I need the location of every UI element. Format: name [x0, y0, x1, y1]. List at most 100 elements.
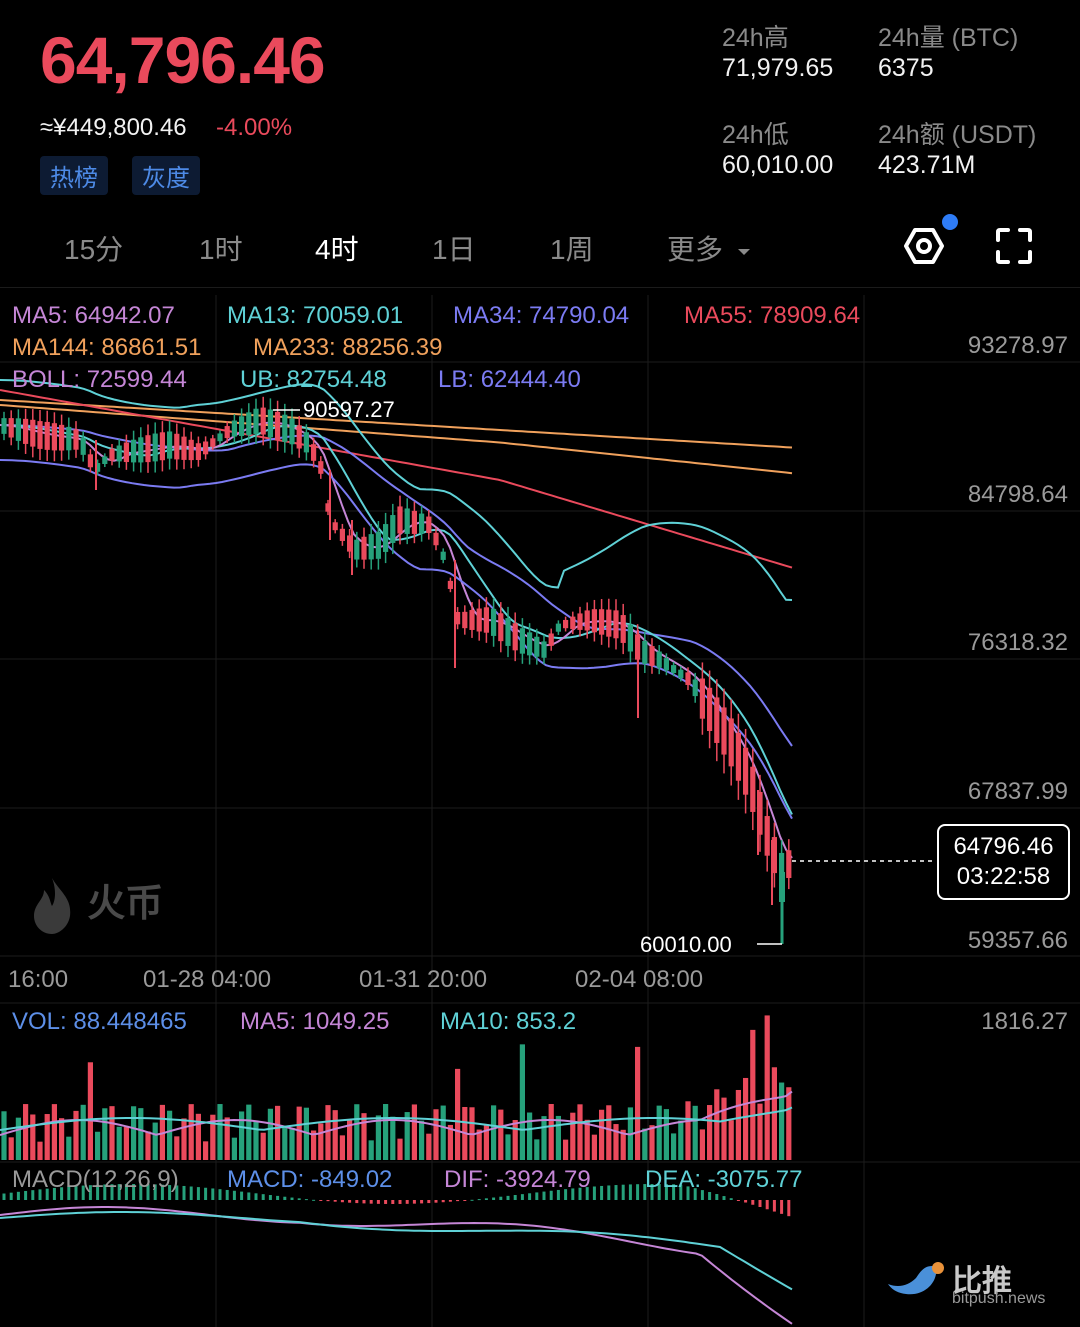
fullscreen-button[interactable] [994, 226, 1034, 270]
macd-bar [384, 1200, 388, 1204]
candle-body [188, 439, 194, 461]
candle-body [347, 535, 353, 552]
macd-bar [247, 1192, 251, 1200]
volume-bar [210, 1114, 216, 1160]
tag-hot[interactable]: 热榜 [40, 156, 108, 195]
volume-bar [80, 1104, 86, 1160]
candle-body [555, 623, 561, 632]
volume-bar [239, 1111, 245, 1160]
candle-body [152, 433, 158, 462]
candle-body [239, 416, 245, 436]
macd-bar [225, 1189, 229, 1200]
macd-bar [96, 1184, 100, 1200]
macd-bar [441, 1200, 445, 1203]
huobi-watermark: 火币 [30, 872, 163, 936]
candle-body [707, 687, 713, 731]
candle-body [541, 641, 547, 658]
macd-bar [463, 1200, 467, 1201]
macd-bar [81, 1185, 85, 1200]
candle-body [743, 747, 749, 795]
x-tick-4: 02-04 08:00 [575, 966, 704, 993]
low-marker: 60010.00 [640, 932, 732, 957]
macd-bar [456, 1200, 460, 1202]
volume-bar [483, 1124, 489, 1160]
candle-body [30, 419, 36, 447]
ind-ma5-text: MA5: 64942.07 [12, 302, 175, 329]
volume-bar [318, 1123, 324, 1160]
macd-bar [45, 1188, 49, 1200]
candle-body [483, 607, 489, 633]
tab-4h[interactable]: 4时 [315, 234, 359, 265]
candle-body [519, 628, 525, 654]
candle-body [512, 623, 518, 651]
volume-bar [188, 1104, 194, 1160]
volume-bar [426, 1133, 432, 1160]
ind-ma233-text: MA233: 88256.39 [253, 334, 443, 361]
volume-bar [692, 1105, 698, 1160]
tab-more[interactable]: 更多 [667, 228, 753, 268]
volume-bar [433, 1109, 439, 1160]
volume-bar [620, 1129, 626, 1160]
macd-bar [189, 1186, 193, 1200]
volume-bar [570, 1112, 576, 1160]
candle-body [649, 646, 655, 666]
macd-bar [124, 1184, 128, 1200]
macd-bar [412, 1200, 416, 1204]
macd-bar [103, 1184, 107, 1200]
volume-bar [505, 1134, 511, 1160]
tab-1h[interactable]: 1时 [199, 234, 243, 265]
stat-high-label: 24h高 [722, 24, 789, 52]
boll-ub-line [0, 379, 793, 601]
ind-ma34-text: MA34: 74790.04 [453, 302, 630, 329]
tab-1w[interactable]: 1周 [550, 234, 594, 265]
macd-bar [715, 1194, 719, 1200]
candle-body [411, 510, 417, 534]
candle-body [275, 411, 281, 440]
volume-bar [649, 1125, 655, 1160]
volume-bar [397, 1138, 403, 1160]
candle-body [534, 636, 540, 657]
candle-body [15, 418, 21, 441]
macd-bar [333, 1200, 337, 1202]
tag-grayscale[interactable]: 灰度 [132, 156, 200, 195]
volume-bar [66, 1136, 72, 1160]
settings-button[interactable] [902, 214, 958, 272]
volume-bar [548, 1104, 554, 1160]
last-price-tag[interactable]: 64796.46 03:22:58 [937, 824, 1070, 900]
caret-down-icon [737, 248, 750, 255]
candle-body [584, 610, 590, 631]
stat-amount-label: 24h额 (USDT) [878, 121, 1037, 149]
candle-body [123, 442, 129, 463]
stat-volume-label: 24h量 (BTC) [878, 24, 1019, 52]
macd-bar [700, 1190, 704, 1200]
tab-1d[interactable]: 1日 [432, 234, 476, 265]
volume-bar [15, 1117, 21, 1160]
macd-bar [564, 1189, 568, 1200]
volume-bar [613, 1124, 619, 1160]
macd-bar [636, 1184, 640, 1200]
volume-bar [145, 1131, 151, 1160]
candle-body [469, 610, 475, 630]
macd-bar [729, 1198, 733, 1200]
macd-bar [758, 1200, 762, 1207]
candle-body [289, 418, 295, 445]
macd-bar [592, 1186, 596, 1200]
candle-body [764, 816, 770, 856]
macd-bar [67, 1186, 71, 1200]
volume-bar [303, 1107, 309, 1160]
volume-bar [779, 1082, 785, 1160]
candle-body [210, 438, 216, 447]
macd-bar [240, 1191, 244, 1200]
candle-body [735, 732, 741, 781]
macd-dif-line [0, 1206, 793, 1325]
tab-15m[interactable]: 15分 [64, 234, 124, 265]
volume-bar [167, 1110, 173, 1160]
candle-body [498, 613, 504, 642]
macd-bar [585, 1187, 589, 1200]
candle-body [714, 697, 720, 743]
volume-bar [152, 1122, 158, 1160]
candle-body [231, 420, 237, 437]
y-tick-2: 84798.64 [967, 481, 1068, 508]
volume-bar [707, 1105, 713, 1160]
